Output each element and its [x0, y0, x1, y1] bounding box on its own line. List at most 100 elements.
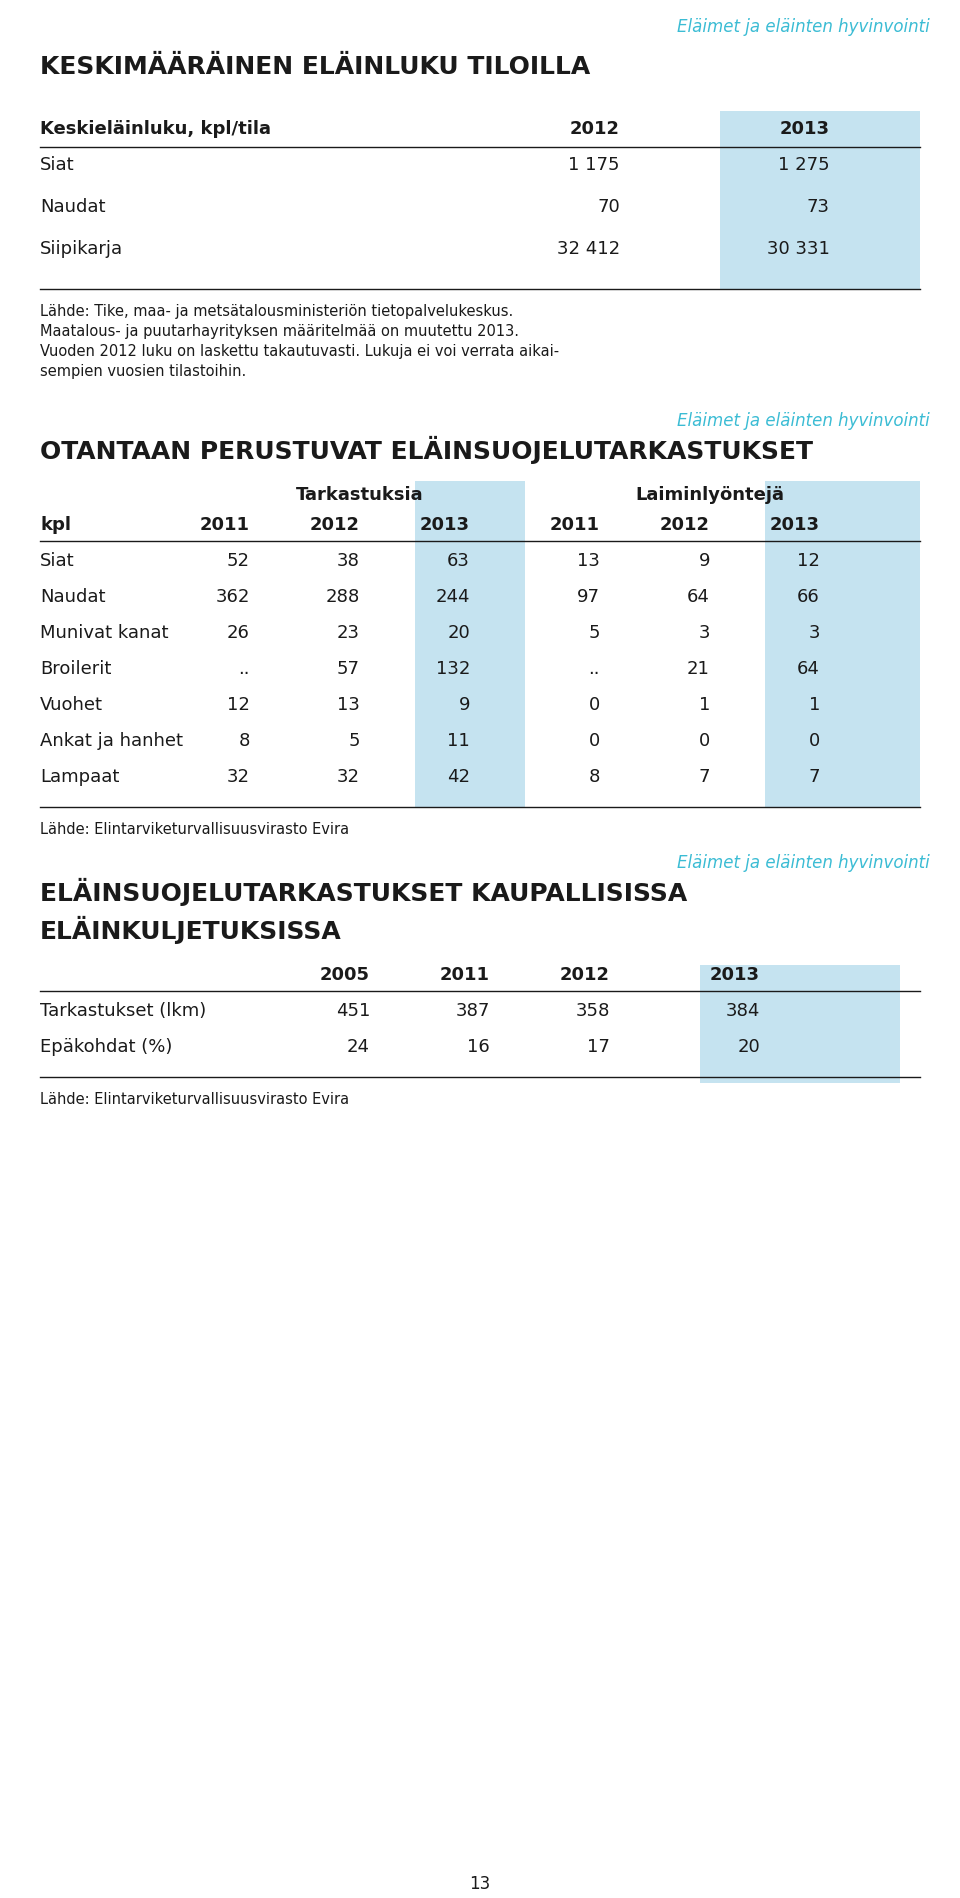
- Text: 2013: 2013: [420, 516, 470, 533]
- Text: 73: 73: [807, 197, 830, 216]
- Text: 2011: 2011: [200, 516, 250, 533]
- Text: ELÄINKULJETUKSISSA: ELÄINKULJETUKSISSA: [40, 915, 342, 943]
- Text: Ankat ja hanhet: Ankat ja hanhet: [40, 731, 183, 750]
- Text: 2012: 2012: [660, 516, 710, 533]
- Text: 2012: 2012: [560, 966, 610, 983]
- Text: Tarkastukset (lkm): Tarkastukset (lkm): [40, 1002, 206, 1019]
- Bar: [720, 112, 920, 290]
- Text: 5: 5: [348, 731, 360, 750]
- Text: 384: 384: [726, 1002, 760, 1019]
- Text: Maatalous- ja puutarhayrityksen määritelmää on muutettu 2013.: Maatalous- ja puutarhayrityksen määritel…: [40, 325, 519, 340]
- Text: 2012: 2012: [310, 516, 360, 533]
- Text: 11: 11: [447, 731, 470, 750]
- Text: 0: 0: [588, 731, 600, 750]
- Text: 7: 7: [808, 767, 820, 786]
- Text: 20: 20: [737, 1038, 760, 1055]
- Text: 0: 0: [588, 697, 600, 714]
- Text: Naudat: Naudat: [40, 588, 106, 605]
- Text: ..: ..: [588, 661, 600, 678]
- Text: 8: 8: [588, 767, 600, 786]
- Text: 13: 13: [469, 1873, 491, 1892]
- Text: Lähde: Tike, maa- ja metsätalousministeriön tietopalvelukeskus.: Lähde: Tike, maa- ja metsätalousminister…: [40, 304, 514, 319]
- Text: 362: 362: [216, 588, 250, 605]
- Text: 20: 20: [447, 624, 470, 642]
- Text: 23: 23: [337, 624, 360, 642]
- Text: 5: 5: [588, 624, 600, 642]
- Text: 32: 32: [337, 767, 360, 786]
- Text: Lampaat: Lampaat: [40, 767, 119, 786]
- Text: Keskieläinluku, kpl/tila: Keskieläinluku, kpl/tila: [40, 120, 271, 139]
- Text: Vuoden 2012 luku on laskettu takautuvasti. Lukuja ei voi verrata aikai-: Vuoden 2012 luku on laskettu takautuvast…: [40, 344, 559, 359]
- Text: 451: 451: [336, 1002, 370, 1019]
- Text: 63: 63: [447, 552, 470, 569]
- Text: 24: 24: [347, 1038, 370, 1055]
- Text: Lähde: Elintarviketurvallisuusvirasto Evira: Lähde: Elintarviketurvallisuusvirasto Ev…: [40, 1091, 349, 1107]
- Text: 1 175: 1 175: [568, 156, 620, 175]
- Text: 32 412: 32 412: [557, 239, 620, 258]
- Text: ELÄINSUOJELUTARKASTUKSET KAUPALLISISSA: ELÄINSUOJELUTARKASTUKSET KAUPALLISISSA: [40, 877, 687, 905]
- Text: 42: 42: [447, 767, 470, 786]
- Text: OTANTAAN PERUSTUVAT ELÄINSUOJELUTARKASTUKSET: OTANTAAN PERUSTUVAT ELÄINSUOJELUTARKASTU…: [40, 437, 813, 463]
- Text: 30 331: 30 331: [767, 239, 830, 258]
- Text: 32: 32: [227, 767, 250, 786]
- Text: 2013: 2013: [770, 516, 820, 533]
- Text: 3: 3: [699, 624, 710, 642]
- Text: Laiminlyöntejä: Laiminlyöntejä: [636, 486, 784, 503]
- Text: 21: 21: [687, 661, 710, 678]
- Bar: [415, 482, 525, 807]
- Text: 1: 1: [699, 697, 710, 714]
- Text: 1: 1: [808, 697, 820, 714]
- Text: 57: 57: [337, 661, 360, 678]
- Text: Vuohet: Vuohet: [40, 697, 103, 714]
- Text: Siipikarja: Siipikarja: [40, 239, 123, 258]
- Text: 2011: 2011: [550, 516, 600, 533]
- Text: Munivat kanat: Munivat kanat: [40, 624, 169, 642]
- Text: 0: 0: [699, 731, 710, 750]
- Text: Tarkastuksia: Tarkastuksia: [297, 486, 423, 503]
- Text: Eläimet ja eläinten hyvinvointi: Eläimet ja eläinten hyvinvointi: [677, 17, 930, 36]
- Text: Eläimet ja eläinten hyvinvointi: Eläimet ja eläinten hyvinvointi: [677, 412, 930, 429]
- Text: 12: 12: [228, 697, 250, 714]
- Text: 8: 8: [239, 731, 250, 750]
- Text: ..: ..: [238, 661, 250, 678]
- Text: 64: 64: [797, 661, 820, 678]
- Text: sempien vuosien tilastoihin.: sempien vuosien tilastoihin.: [40, 364, 247, 380]
- Text: 288: 288: [325, 588, 360, 605]
- Text: Broilerit: Broilerit: [40, 661, 111, 678]
- Text: 132: 132: [436, 661, 470, 678]
- Text: Epäkohdat (%): Epäkohdat (%): [40, 1038, 173, 1055]
- Text: 17: 17: [588, 1038, 610, 1055]
- Text: Siat: Siat: [40, 156, 75, 175]
- Text: 3: 3: [808, 624, 820, 642]
- Text: 13: 13: [337, 697, 360, 714]
- Text: 38: 38: [337, 552, 360, 569]
- Text: 2011: 2011: [440, 966, 490, 983]
- Text: 2013: 2013: [780, 120, 830, 139]
- Text: Lähde: Elintarviketurvallisuusvirasto Evira: Lähde: Elintarviketurvallisuusvirasto Ev…: [40, 822, 349, 837]
- Text: Siat: Siat: [40, 552, 75, 569]
- Text: 52: 52: [227, 552, 250, 569]
- Text: 26: 26: [228, 624, 250, 642]
- Text: 358: 358: [576, 1002, 610, 1019]
- Text: 64: 64: [687, 588, 710, 605]
- Bar: [765, 482, 920, 807]
- Text: 9: 9: [459, 697, 470, 714]
- Text: 0: 0: [808, 731, 820, 750]
- Text: KESKIMÄÄRÄINEN ELÄINLUKU TILOILLA: KESKIMÄÄRÄINEN ELÄINLUKU TILOILLA: [40, 55, 590, 80]
- Text: 1 275: 1 275: [779, 156, 830, 175]
- Text: 387: 387: [456, 1002, 490, 1019]
- Text: 66: 66: [797, 588, 820, 605]
- Text: 12: 12: [797, 552, 820, 569]
- Text: Naudat: Naudat: [40, 197, 106, 216]
- Text: 244: 244: [436, 588, 470, 605]
- Text: 70: 70: [597, 197, 620, 216]
- Text: Eläimet ja eläinten hyvinvointi: Eläimet ja eläinten hyvinvointi: [677, 854, 930, 871]
- Bar: [700, 966, 900, 1084]
- Text: 16: 16: [468, 1038, 490, 1055]
- Text: 13: 13: [577, 552, 600, 569]
- Text: 2013: 2013: [710, 966, 760, 983]
- Text: 9: 9: [699, 552, 710, 569]
- Text: 7: 7: [699, 767, 710, 786]
- Text: 2012: 2012: [570, 120, 620, 139]
- Text: 97: 97: [577, 588, 600, 605]
